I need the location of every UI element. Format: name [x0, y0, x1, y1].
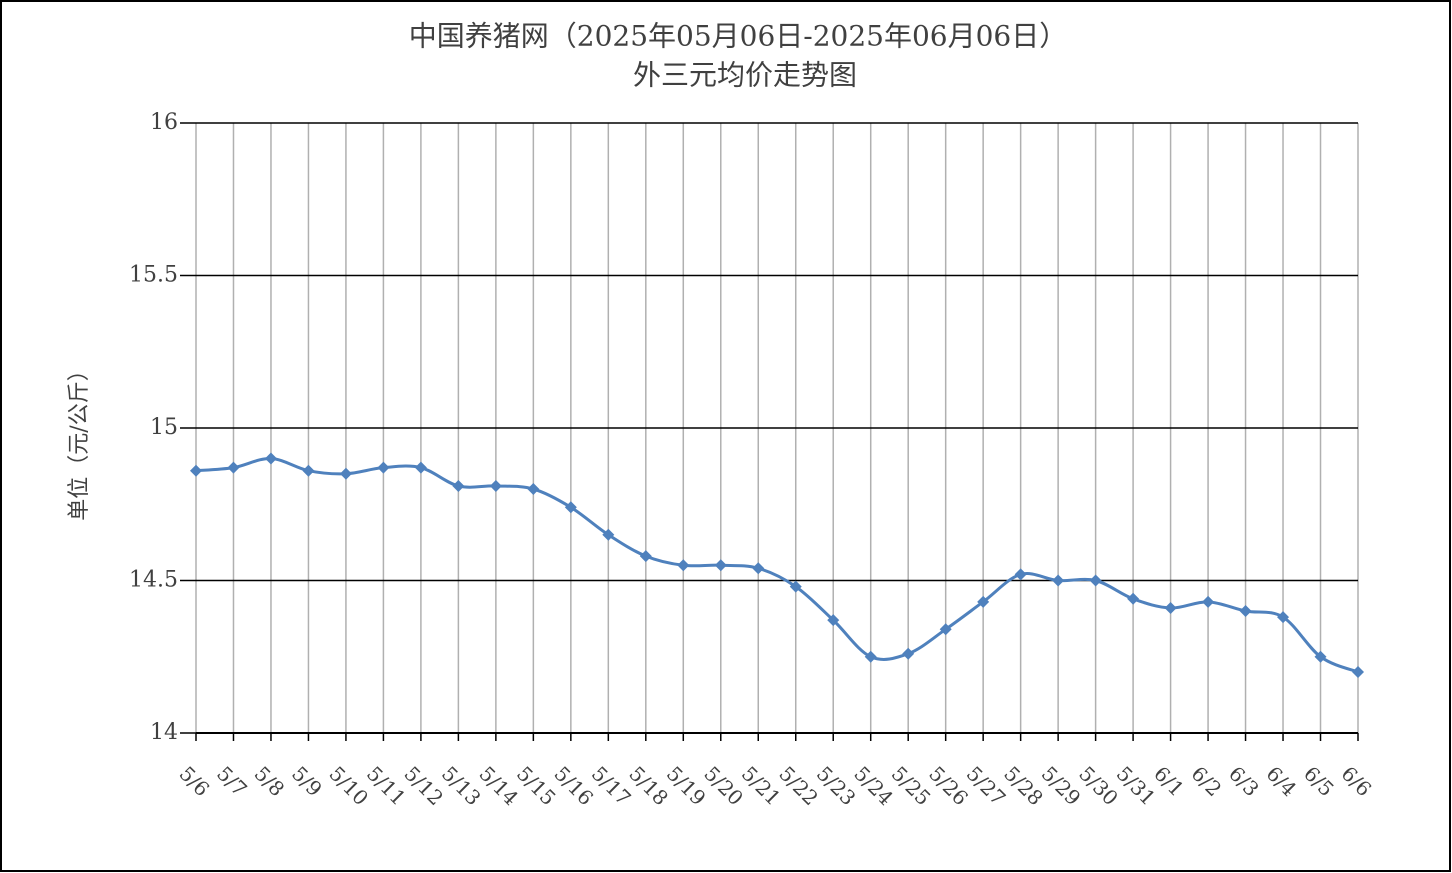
data-point	[1352, 666, 1364, 678]
y-tick-label: 16	[150, 110, 178, 135]
data-point	[1127, 592, 1140, 605]
data-point	[752, 562, 765, 575]
data-point	[1202, 595, 1215, 608]
data-point	[452, 479, 465, 492]
y-tick-label: 15	[150, 415, 178, 440]
data-point	[264, 452, 277, 465]
y-tick-label: 15.5	[129, 263, 178, 288]
data-point	[190, 464, 202, 477]
data-point	[1239, 605, 1252, 617]
data-point	[902, 647, 915, 660]
y-axis-label: 单位（元/公斤）	[67, 359, 92, 520]
data-point	[714, 559, 727, 572]
data-point	[1089, 574, 1102, 587]
y-tick-label: 14.5	[129, 568, 178, 593]
data-point	[939, 623, 952, 636]
data-point	[677, 559, 690, 572]
data-point	[302, 464, 315, 477]
data-point	[602, 528, 615, 541]
data-point	[827, 614, 840, 627]
chart-subtitle: 外三元均价走势图	[633, 59, 857, 92]
data-point	[1277, 611, 1290, 624]
data-point	[789, 580, 802, 593]
data-point	[414, 461, 427, 474]
data-point	[1314, 650, 1327, 663]
y-tick-label: 14	[150, 720, 178, 745]
data-point	[864, 650, 877, 663]
data-point	[339, 467, 352, 480]
data-point	[489, 479, 502, 492]
data-point	[1014, 568, 1027, 581]
data-point	[977, 595, 990, 608]
data-point	[1052, 574, 1065, 587]
data-point	[527, 483, 540, 495]
data-point	[1164, 601, 1177, 614]
data-point	[227, 461, 240, 474]
data-point	[564, 501, 577, 514]
data-point	[377, 461, 390, 474]
chart-title: 中国养猪网（2025年05月06日-2025年06月06日）	[409, 20, 1068, 53]
data-point	[639, 550, 652, 563]
